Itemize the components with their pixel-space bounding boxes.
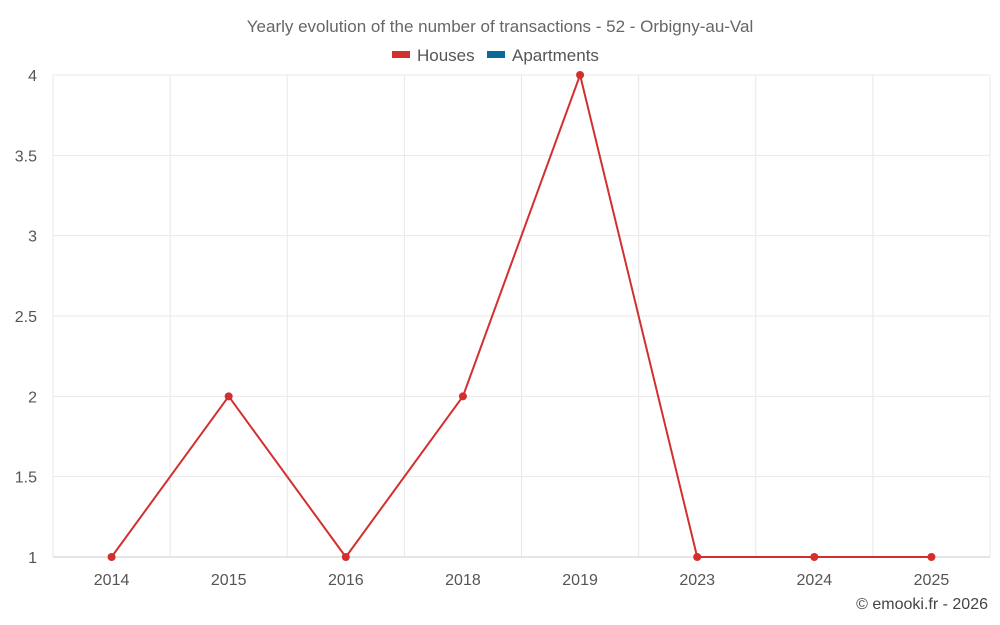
- legend: Houses Apartments: [392, 46, 599, 65]
- series-line-houses: [110, 74, 932, 558]
- x-tick-label: 2014: [94, 572, 130, 589]
- data-point-houses[interactable]: [458, 392, 467, 401]
- legend-item-houses[interactable]: Houses: [392, 46, 475, 65]
- x-axis: 2014 2015 2016 2018 2019 2023 2024 2025: [53, 556, 990, 589]
- y-tick-label: 2.5: [15, 309, 37, 326]
- y-tick-label: 1.5: [15, 470, 37, 487]
- data-point-houses[interactable]: [224, 392, 233, 401]
- legend-swatch-apartments: [487, 51, 505, 58]
- y-tick-label: 1: [28, 550, 37, 567]
- x-tick-label: 2023: [679, 572, 715, 589]
- data-point-houses[interactable]: [576, 71, 585, 79]
- y-tick-label: 2: [28, 389, 37, 406]
- credit: © emooki.fr - 2026: [856, 596, 988, 613]
- legend-label-apartments: Apartments: [512, 46, 599, 65]
- grid: [52, 74, 991, 558]
- data-point-houses[interactable]: [693, 553, 702, 561]
- x-tick-label: 2025: [914, 572, 950, 589]
- x-tick-label: 2018: [445, 572, 481, 589]
- x-tick-label: 2015: [211, 572, 247, 589]
- y-axis: 1 1.5 2 2.5 3 3.5 4: [15, 68, 37, 567]
- y-tick-label: 4: [28, 68, 37, 85]
- y-tick-label: 3.5: [15, 148, 37, 165]
- data-point-houses[interactable]: [810, 553, 819, 561]
- x-tick-label: 2019: [562, 572, 598, 589]
- x-tick-label: 2016: [328, 572, 364, 589]
- data-point-houses[interactable]: [341, 553, 350, 561]
- chart-title: Yearly evolution of the number of transa…: [247, 17, 754, 36]
- series-layer: [107, 71, 936, 561]
- y-tick-label: 3: [28, 229, 37, 246]
- x-tick-label: 2024: [797, 572, 833, 589]
- data-point-houses[interactable]: [107, 553, 116, 561]
- legend-item-apartments[interactable]: Apartments: [487, 46, 599, 65]
- legend-swatch-houses: [392, 51, 410, 58]
- legend-label-houses: Houses: [417, 46, 475, 65]
- data-point-houses[interactable]: [927, 553, 936, 561]
